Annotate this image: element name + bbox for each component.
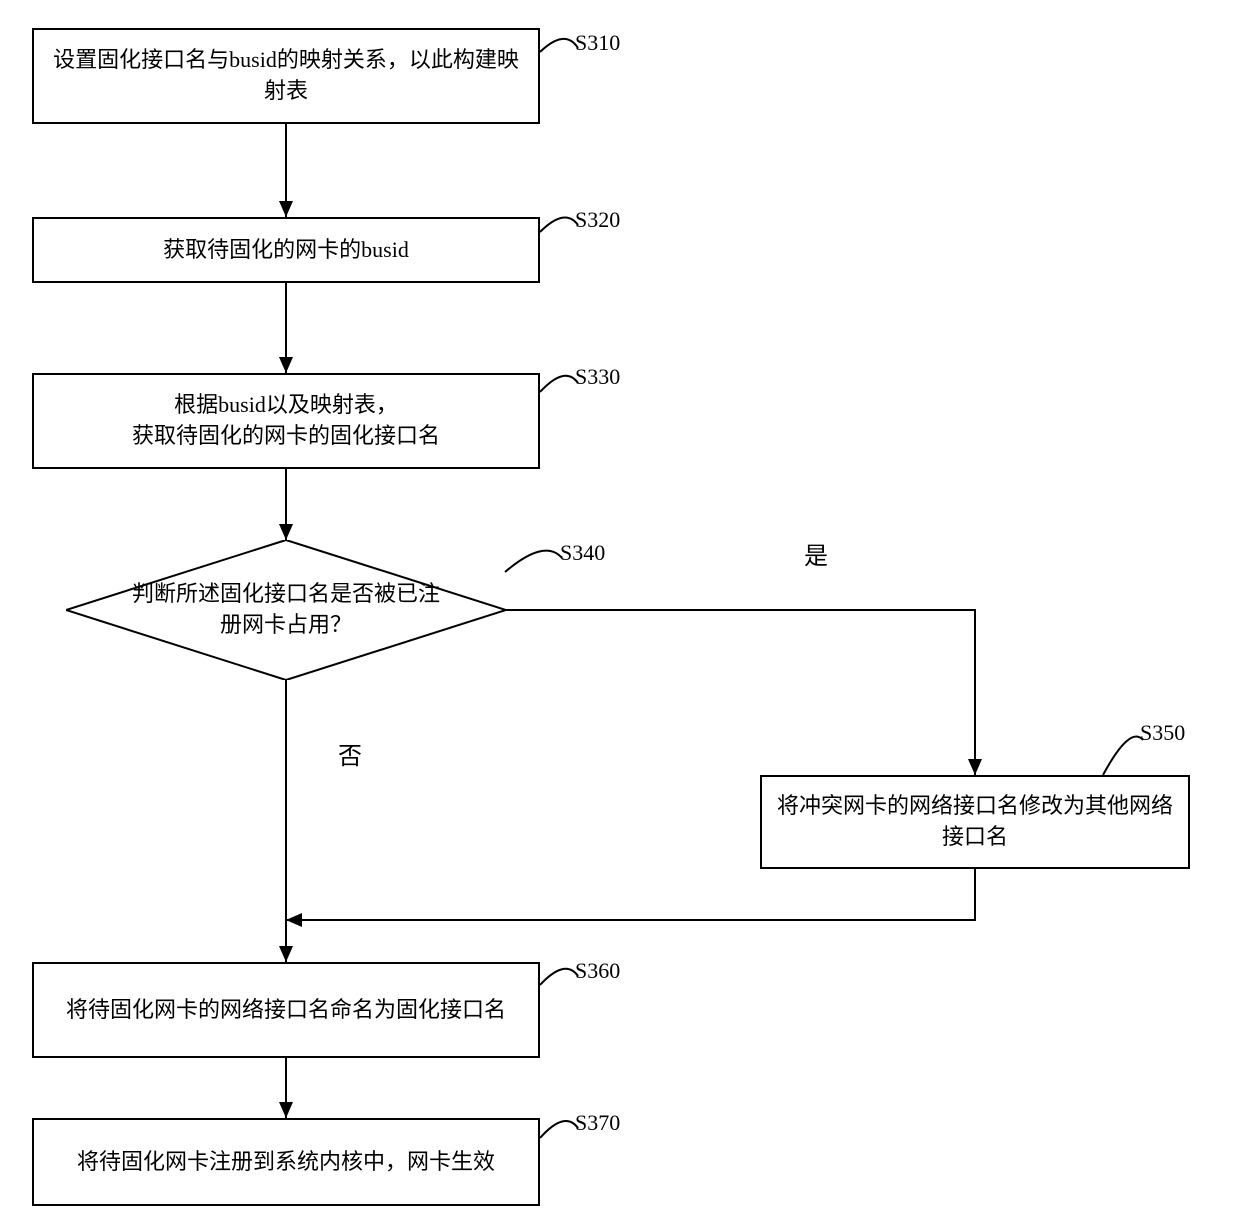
step-label-s310: S310 — [575, 30, 620, 56]
flow-node-s360: 将待固化网卡的网络接口名命名为固化接口名 — [32, 962, 540, 1058]
step-label-s360: S360 — [575, 958, 620, 984]
node-text: 获取待固化的网卡的busid — [163, 235, 409, 266]
node-text: 根据busid以及映射表，获取待固化的网卡的固化接口名 — [132, 390, 440, 452]
edge-e_yes — [506, 610, 975, 775]
flow-node-s370: 将待固化网卡注册到系统内核中，网卡生效 — [32, 1118, 540, 1206]
label-curve-s310 — [540, 39, 578, 52]
branch-label-yes: 是 — [804, 536, 828, 571]
branch-label-no: 否 — [338, 736, 362, 771]
flow-node-s350: 将冲突网卡的网络接口名修改为其他网络接口名 — [760, 775, 1190, 869]
node-text: 设置固化接口名与busid的映射关系，以此构建映射表 — [44, 45, 528, 107]
step-label-s350: S350 — [1140, 720, 1185, 746]
label-curve-s360 — [540, 969, 578, 985]
flow-node-s330: 根据busid以及映射表，获取待固化的网卡的固化接口名 — [32, 373, 540, 469]
label-curve-s340 — [505, 551, 562, 572]
step-label-s340: S340 — [560, 540, 605, 566]
label-curve-s370 — [540, 1121, 578, 1138]
node-text: 将冲突网卡的网络接口名修改为其他网络接口名 — [772, 791, 1178, 853]
step-label-s320: S320 — [575, 207, 620, 233]
step-label-s330: S330 — [575, 364, 620, 390]
node-text: 将待固化网卡注册到系统内核中，网卡生效 — [77, 1147, 495, 1178]
flow-node-s340: 判断所述固化接口名是否被已注册网卡占用？ — [66, 540, 506, 680]
label-curve-s320 — [540, 217, 578, 232]
label-curve-s350 — [1103, 737, 1143, 775]
label-curve-s330 — [540, 376, 578, 392]
node-text: 判断所述固化接口名是否被已注册网卡占用？ — [126, 579, 446, 641]
node-text: 将待固化网卡的网络接口名命名为固化接口名 — [66, 995, 506, 1026]
edge-e_merge — [286, 869, 975, 920]
step-label-s370: S370 — [575, 1110, 620, 1136]
flow-node-s320: 获取待固化的网卡的busid — [32, 217, 540, 283]
flow-node-s310: 设置固化接口名与busid的映射关系，以此构建映射表 — [32, 28, 540, 124]
flowchart-canvas: 设置固化接口名与busid的映射关系，以此构建映射表 S310 获取待固化的网卡的b… — [0, 0, 1240, 1217]
